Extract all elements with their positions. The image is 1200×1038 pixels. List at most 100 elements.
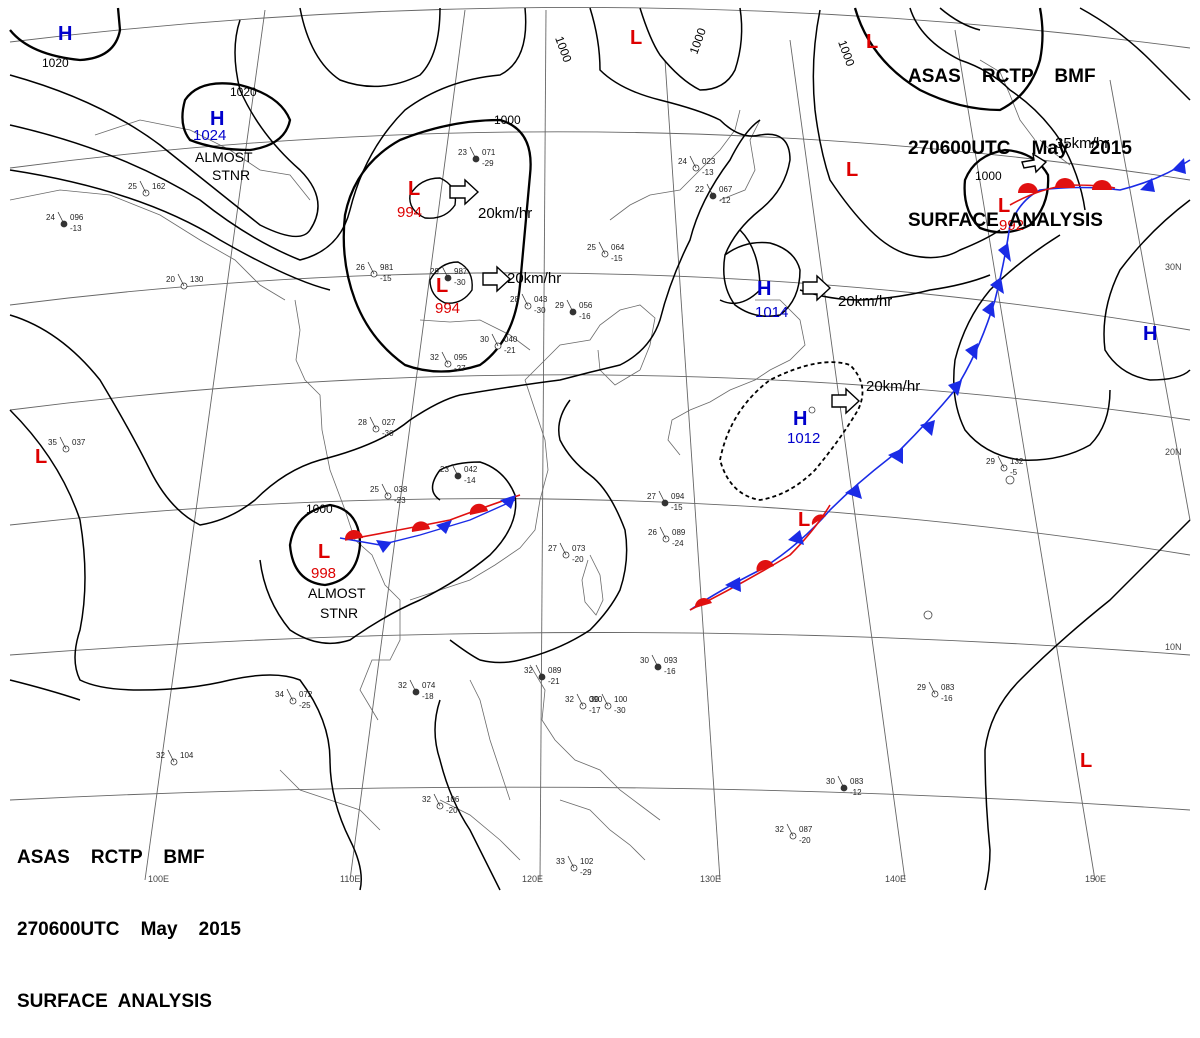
station-plot: 29 132 -5 [986, 455, 1024, 477]
wind-barb [598, 241, 606, 255]
station-temperature: 29 [555, 301, 564, 310]
header-bottom-left: ASAS RCTP BMF 270600UTC May 2015 SURFACE… [17, 798, 241, 1038]
station-pressure: 089 [548, 666, 562, 675]
station-temperature: 34 [275, 690, 284, 699]
wind-barb [567, 855, 575, 869]
header-top-line3: SURFACE ANALYSIS [908, 210, 1103, 231]
station-tendency: -30 [534, 306, 546, 315]
low-value-994-south: 994 [435, 300, 460, 317]
station-plot: 29 987 -30 [430, 265, 468, 287]
high-values: 1024 1014 1012 [193, 127, 820, 447]
wind-barb [139, 180, 147, 194]
station-plot: 30 100 -30 [590, 693, 628, 715]
station-plot: 28 043 -30 [510, 293, 548, 315]
wind-barb [441, 351, 449, 365]
high-value-1012: 1012 [787, 430, 820, 447]
wind-barb [658, 490, 666, 504]
stnr-note-low-1: ALMOST [308, 585, 366, 601]
station-pressure: 090 [589, 695, 603, 704]
isobar-1020-top-left [9, 7, 122, 62]
isobar-1000-nw [853, 7, 1044, 112]
wind-barb [651, 654, 659, 668]
isobar-1000-low-south [288, 503, 362, 587]
station-tendency: -13 [702, 168, 714, 177]
station-pressure: 102 [580, 857, 594, 866]
lon-label-140e: 140E [885, 874, 906, 884]
station-tendency: -18 [422, 692, 434, 701]
wind-barb [601, 693, 609, 707]
wind-barb [409, 679, 417, 693]
wind-barb [59, 436, 67, 450]
station-temperature: 24 [678, 157, 687, 166]
station-plot: 32 104 [156, 749, 194, 766]
station-plot: 23 071 -29 [458, 146, 496, 168]
low-letter-pacific: L [798, 509, 810, 531]
low-letter-se: L [1080, 750, 1092, 772]
station-temperature: 20 [166, 275, 175, 284]
station-plot: 30 040 -21 [480, 333, 518, 355]
station-pressure: 067 [719, 185, 733, 194]
station-temperature: 29 [430, 267, 439, 276]
station-pressure: 162 [152, 182, 166, 191]
header-bottom-line1: ASAS RCTP BMF [17, 847, 205, 868]
wind-barb [491, 333, 499, 347]
wind-barb [928, 681, 936, 695]
isobar-label-6: 1020 [42, 56, 69, 70]
lon-labels: 100E 110E 120E 130E 140E 150E [148, 874, 1106, 884]
lon-label-100e: 100E [148, 874, 169, 884]
isobar-labels: 1000 1000 1000 1000 1000 1020 1020 1000 [42, 26, 1002, 516]
station-pressure: 089 [672, 528, 686, 537]
station-plot: 24 023 -13 [678, 155, 716, 177]
wind-barb [451, 463, 459, 477]
station-observations: 23 071 -29 25 064 -15 28 043 -30 29 056 -16 30 040 -21… [46, 146, 1024, 877]
station-plot: 33 102 -29 [556, 855, 594, 877]
station-tendency: -12 [719, 196, 731, 205]
station-tendency: -30 [614, 706, 626, 715]
station-temperature: 23 [440, 465, 449, 474]
station-temperature: 29 [917, 683, 926, 692]
lat-label-20n: 20N [1165, 447, 1182, 457]
station-tendency: -24 [672, 539, 684, 548]
station-pressure: 095 [454, 353, 468, 362]
wind-barb [521, 293, 529, 307]
front-ne-occluded [1009, 158, 1191, 226]
station-pressure: 038 [394, 485, 408, 494]
station-temperature: 30 [826, 777, 835, 786]
isobar-label-5: 1000 [975, 169, 1002, 183]
wind-barb [167, 749, 175, 763]
lat-label-30n: 30N [1165, 262, 1182, 272]
station-tendency: -12 [850, 788, 862, 797]
station-tendency: -21 [504, 346, 516, 355]
station-tendency: -21 [548, 677, 560, 686]
motion-labels: 20km/hr 20km/hr 20km/hr 20km/hr 35km/hr [478, 135, 1109, 395]
motion-label-2: 20km/hr [507, 270, 561, 287]
station-temperature: 27 [647, 492, 656, 501]
station-tendency: -17 [589, 706, 601, 715]
wind-barb [469, 146, 477, 160]
station-plot: 32 095 -27 [430, 351, 468, 373]
header-top-line2: 270600UTC May 2015 [908, 138, 1132, 159]
station-tendency: -14 [464, 476, 476, 485]
header-top-line1: ASAS RCTP BMF [908, 66, 1096, 87]
stnr-note-low-2: STNR [320, 605, 358, 621]
station-temperature: 32 [422, 795, 431, 804]
station-plot: 25 064 -15 [587, 241, 625, 263]
wind-barb [177, 273, 185, 287]
station-plot: 28 027 -30 [358, 416, 396, 438]
wind-barb [837, 775, 845, 789]
header-top-right: ASAS RCTP BMF 270600UTC May 2015 SURFACE… [908, 17, 1132, 257]
station-temperature: 27 [548, 544, 557, 553]
station-pressure: 981 [380, 263, 394, 272]
station-tendency: -16 [579, 312, 591, 321]
lon-label-150e: 150E [1085, 874, 1106, 884]
station-temperature: 32 [430, 353, 439, 362]
station-pressure: 106 [446, 795, 460, 804]
wind-barb [381, 483, 389, 497]
isobar-label-2: 1000 [306, 502, 333, 516]
station-pressure: 087 [799, 825, 813, 834]
front-pacific [689, 224, 1011, 611]
station-temperature: 23 [458, 148, 467, 157]
station-temperature: 25 [370, 485, 379, 494]
station-pressure: 100 [614, 695, 628, 704]
station-pressure: 040 [504, 335, 518, 344]
